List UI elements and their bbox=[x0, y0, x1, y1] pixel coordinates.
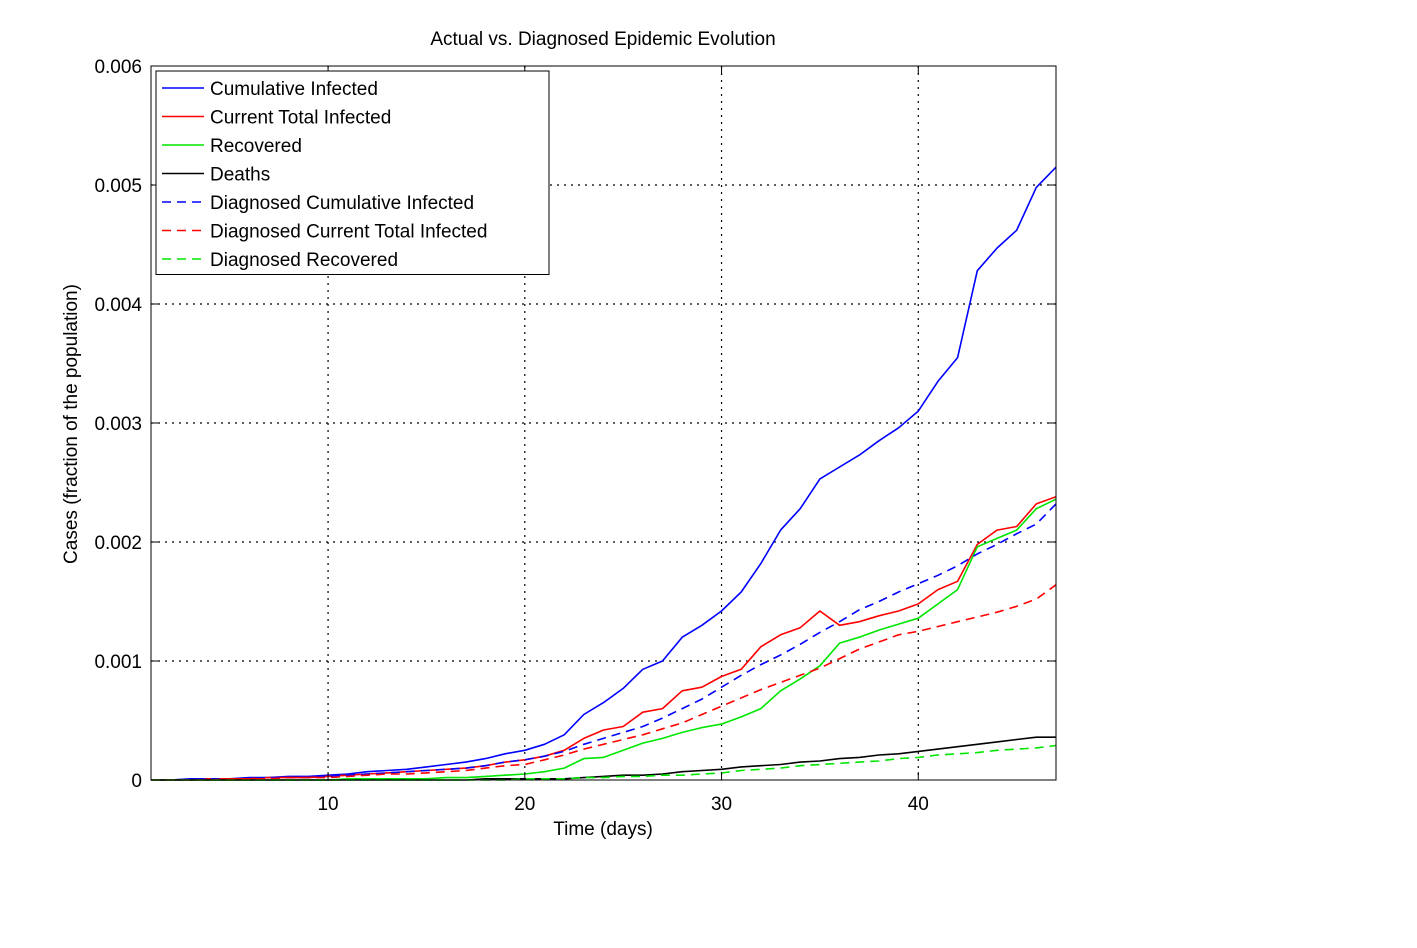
series-line-diagnosed-current-total-infected bbox=[151, 584, 1057, 781]
y-axis-label: Cases (fraction of the population) bbox=[61, 284, 82, 564]
y-tick-label: 0.002 bbox=[94, 533, 142, 554]
x-tick-label: 30 bbox=[711, 794, 732, 815]
legend-label-diagnosed-recovered: Diagnosed Recovered bbox=[210, 250, 398, 271]
chart-title: Actual vs. Diagnosed Epidemic Evolution bbox=[430, 29, 775, 50]
x-tick-label: 40 bbox=[908, 794, 929, 815]
y-tick-label: 0.004 bbox=[94, 295, 142, 316]
legend-label-diagnosed-current-total-infected: Diagnosed Current Total Infected bbox=[210, 222, 487, 243]
ticks: 10 20 30 40 0 0.001 0.002 0.003 0.004 0.005 0.006 bbox=[94, 57, 1056, 815]
x-tick-label: 10 bbox=[317, 794, 338, 815]
y-tick-label: 0.003 bbox=[94, 414, 142, 435]
y-tick-label: 0.001 bbox=[94, 652, 142, 673]
y-tick-label: 0 bbox=[131, 771, 142, 792]
legend-label-cumulative-infected: Cumulative Infected bbox=[210, 79, 378, 100]
legend-label-current-total-infected: Current Total Infected bbox=[210, 108, 391, 129]
legend-box bbox=[155, 70, 550, 275]
x-axis-label: Time (days) bbox=[553, 819, 653, 840]
series-line-cumulative-infected bbox=[151, 166, 1057, 781]
y-tick-label: 0.006 bbox=[94, 57, 142, 78]
legend: Cumulative Infected Current Total Infecte… bbox=[155, 70, 550, 275]
x-tick-label: 20 bbox=[514, 794, 535, 815]
legend-label-recovered: Recovered bbox=[210, 136, 302, 157]
legend-label-deaths: Deaths bbox=[210, 165, 270, 186]
legend-label-diagnosed-cumulative-infected: Diagnosed Cumulative Infected bbox=[210, 193, 474, 214]
y-tick-label: 0.005 bbox=[94, 176, 142, 197]
